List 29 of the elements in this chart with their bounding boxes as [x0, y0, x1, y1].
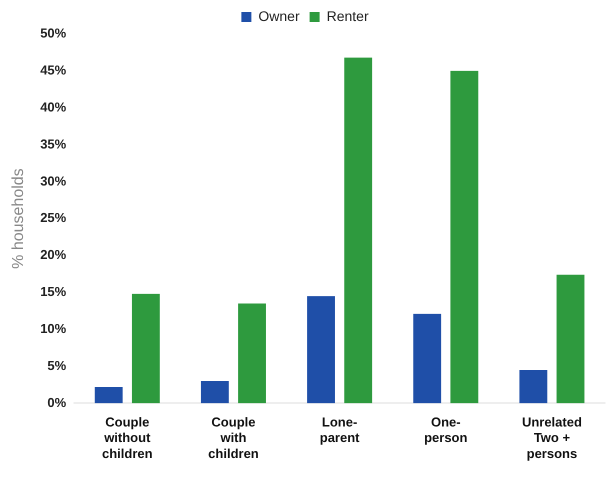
y-tick-label: 0%: [47, 394, 67, 410]
y-tick-label: 20%: [40, 247, 67, 262]
bar: [344, 58, 372, 404]
y-tick-label: 15%: [40, 284, 67, 300]
y-tick-label: 25%: [40, 210, 67, 226]
legend-label: Owner: [258, 8, 300, 24]
bar: [200, 381, 229, 404]
x-tick-label: Couple without children: [102, 414, 153, 461]
y-tick-label: 30%: [40, 173, 67, 188]
y-tick-label: 35%: [40, 136, 67, 152]
bar: [556, 274, 584, 404]
y-tick-label: 40%: [40, 99, 67, 114]
bar: [238, 304, 266, 404]
bar: [307, 296, 335, 404]
bar: [94, 386, 123, 404]
bar: [450, 70, 478, 404]
y-tick-label: 50%: [40, 26, 67, 41]
y-axis-title: % households: [10, 168, 28, 269]
bar: [132, 294, 160, 404]
bar: [519, 370, 548, 404]
bar: [413, 314, 442, 404]
x-tick-label: One- person: [424, 414, 468, 446]
y-tick-label: 45%: [40, 62, 67, 78]
y-tick-label: 10%: [40, 320, 67, 336]
x-tick-label: Lone- parent: [320, 414, 360, 446]
x-tick-label: Couple with children: [208, 414, 259, 461]
y-tick-label: 5%: [47, 358, 67, 373]
x-tick-label: Unrelated Two + persons: [522, 414, 582, 461]
legend-label: Renter: [326, 8, 369, 24]
